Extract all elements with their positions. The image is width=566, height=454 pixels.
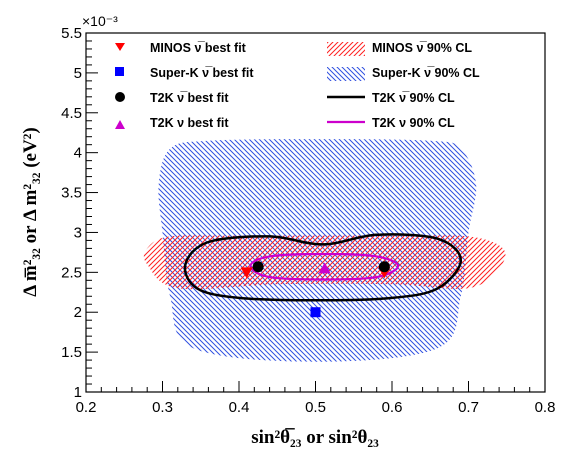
legend-label-superk-90cl: Super-K ν̅ 90% CL [372,66,480,80]
x-tick-label: 0.5 [305,399,326,416]
legend-label-t2k-antineutrino-best-fit: T2K ν̅ best fit [150,91,229,105]
legend-t2k-antineutrino-best-fit-marker [115,92,125,102]
y-tick-label: 5 [74,65,82,82]
best-fit-point-minos [240,267,253,279]
x-tick-label: 0.6 [382,399,403,416]
legend-label-t2k-neutrino-90cl: T2K ν 90% CL [372,116,455,130]
best-fit-point-t2k-antineutrino [378,261,390,273]
x-tick-label: 0.7 [458,399,479,416]
y-tick-label: 4 [74,145,82,162]
y-tick-label: 3 [74,224,82,241]
y-tick-label: 1 [74,384,82,401]
legend-t2k-neutrino-best-fit-marker [115,120,125,129]
x-axis-title: sin²θ̅₂₃ or sin²θ₂₃ [251,427,379,448]
best-fit-point-t2k-neutrino [318,262,331,274]
t2k-antineutrino-90cl-contour [183,233,463,302]
y-tick-label: 3.5 [61,185,82,202]
y-tick-label: 2.5 [61,264,82,281]
best-fit-markers [240,261,391,318]
x-tick-label: 0.2 [76,399,97,416]
legend: MINOS ν̅ best fit Super-K ν̅ best fit T2… [115,41,480,130]
legend-minos-90cl-swatch [327,42,365,56]
legend-minos-best-fit-marker [115,43,125,51]
best-fit-point-super-k [310,307,321,318]
t2k-neutrino-90cl-contour [249,252,400,281]
y-tick-label: 5.5 [61,25,82,42]
x-axis: 0.2 0.3 0.4 0.5 0.6 0.7 0.8 [76,381,556,416]
legend-label-t2k-neutrino-best-fit: T2K ν best fit [150,116,229,130]
y-tick-label: 1.5 [61,344,82,361]
legend-superk-90cl-swatch [327,67,365,81]
minos-90cl-region [143,235,506,290]
legend-superk-best-fit-marker [115,67,124,76]
x-tick-label: 0.4 [229,399,250,416]
y-axis: 1 1.5 2 2.5 3 3.5 4 4.5 5 5.5 [61,25,98,401]
y-tick-label: 2 [74,304,82,321]
legend-label-superk-best-fit: Super-K ν̅ best fit [150,66,254,80]
y-tick-label: 4.5 [61,105,82,122]
y-multiplier-label: ×10⁻³ [82,13,118,29]
x-tick-label: 0.3 [152,399,173,416]
legend-label-minos-best-fit: MINOS ν̅ best fit [150,41,247,55]
legend-label-t2k-antineutrino-90cl: T2K ν̅ 90% CL [372,91,455,105]
x-tick-label: 0.8 [535,399,556,416]
legend-label-minos-90cl: MINOS ν̅ 90% CL [372,41,472,55]
best-fit-point-t2k-antineutrino [252,261,264,273]
y-axis-title: Δ m̅²₃₂ or Δ m²₃₂ (eV²) [20,127,41,296]
